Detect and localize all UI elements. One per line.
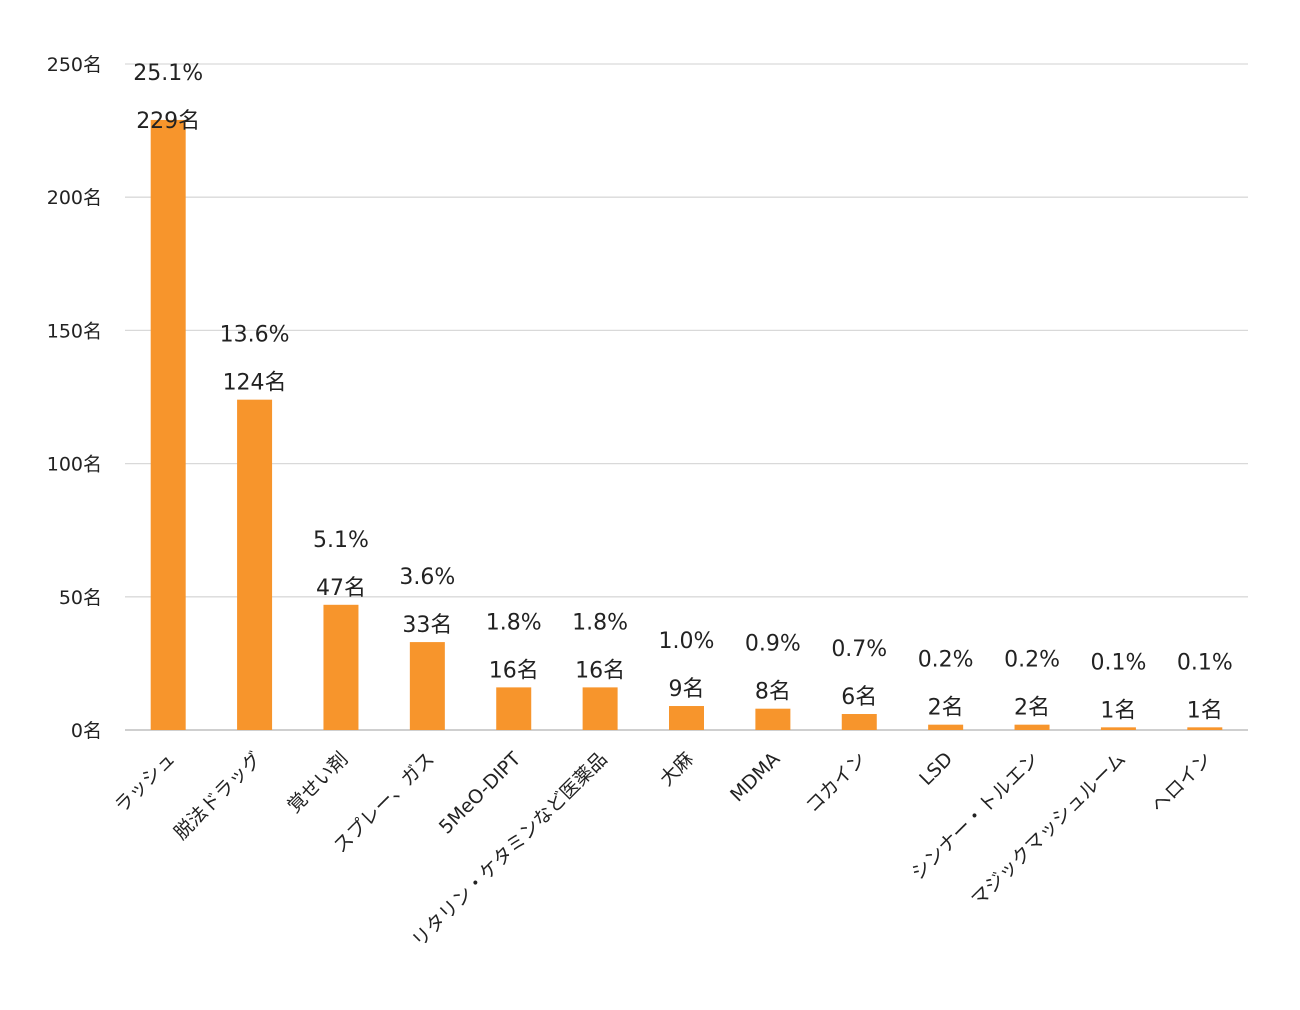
bar-percent-label: 0.7% bbox=[831, 637, 887, 662]
y-tick-label: 150名 bbox=[47, 320, 102, 342]
bar-percent-label: 25.1% bbox=[133, 61, 203, 86]
bar-value-label: 16名 bbox=[489, 658, 539, 683]
bar-percent-label: 13.6% bbox=[220, 323, 290, 348]
gridlines bbox=[125, 63, 1248, 731]
y-tick-label: 50名 bbox=[59, 587, 102, 609]
bar bbox=[323, 604, 359, 730]
bar-percent-label: 1.8% bbox=[572, 610, 628, 635]
bar-value-label: 2名 bbox=[928, 696, 964, 721]
bar bbox=[1100, 727, 1136, 730]
bar bbox=[409, 642, 445, 730]
bar-percent-label: 3.6% bbox=[399, 565, 455, 590]
bar-percent-label: 1.0% bbox=[659, 629, 715, 654]
x-category-label: LSD bbox=[915, 748, 957, 790]
x-category-label: MDMA bbox=[726, 748, 784, 806]
bar bbox=[841, 714, 877, 730]
bar-value-label: 8名 bbox=[755, 680, 791, 705]
x-category-label: マジックマッシュルーム bbox=[967, 748, 1130, 911]
bar bbox=[1014, 724, 1050, 730]
x-category-label: コカイン bbox=[801, 748, 870, 817]
bar-value-label: 6名 bbox=[841, 685, 877, 710]
bar bbox=[669, 706, 704, 730]
x-category-label: 脱法ドラッグ bbox=[170, 748, 266, 844]
bar bbox=[928, 724, 964, 730]
bar-value-label: 1名 bbox=[1187, 698, 1223, 723]
bar bbox=[755, 708, 791, 730]
bars bbox=[150, 119, 1223, 731]
bar bbox=[1187, 727, 1223, 730]
bar-value-label: 47名 bbox=[316, 576, 366, 601]
bar-percent-label: 0.9% bbox=[745, 632, 801, 657]
bar-percent-label: 0.2% bbox=[1004, 648, 1060, 673]
bar bbox=[496, 687, 532, 730]
bar-value-label: 9名 bbox=[669, 677, 705, 702]
bar-value-label: 16名 bbox=[575, 658, 625, 683]
x-category-label: 覚せい剤 bbox=[283, 748, 352, 817]
y-axis-tick-labels: 0名 50名 100名 150名 200名 250名 bbox=[47, 54, 102, 742]
bar-percent-label: 0.1% bbox=[1090, 650, 1146, 675]
bar-value-label: 124名 bbox=[223, 371, 287, 396]
bar bbox=[150, 119, 186, 731]
bar-percent-label: 0.2% bbox=[918, 648, 974, 673]
bar-percent-label: 1.8% bbox=[486, 610, 542, 635]
data-labels: 229名 25.1% 124名 13.6% 47名 5.1% 33名 3.6% 16名 1.8% 1… bbox=[133, 61, 1233, 723]
bar-value-label: 2名 bbox=[1014, 696, 1050, 721]
y-tick-label: 100名 bbox=[47, 454, 102, 476]
bar-value-label: 33名 bbox=[402, 613, 452, 638]
bar bbox=[237, 399, 273, 730]
x-category-label: ヘロイン bbox=[1147, 748, 1216, 817]
y-tick-label: 250名 bbox=[47, 54, 102, 76]
x-category-label: 大麻 bbox=[656, 748, 698, 790]
x-category-label: ラッシュ bbox=[110, 748, 179, 817]
bar-percent-label: 5.1% bbox=[313, 528, 369, 553]
bar bbox=[582, 687, 618, 730]
y-tick-label: 0名 bbox=[71, 720, 102, 742]
y-tick-label: 200名 bbox=[47, 187, 102, 209]
bar-percent-label: 0.1% bbox=[1177, 650, 1233, 675]
bar-value-label: 1名 bbox=[1100, 698, 1136, 723]
x-category-label: 5MeO-DIPT bbox=[435, 748, 526, 839]
bar-value-label: 229名 bbox=[136, 109, 200, 134]
